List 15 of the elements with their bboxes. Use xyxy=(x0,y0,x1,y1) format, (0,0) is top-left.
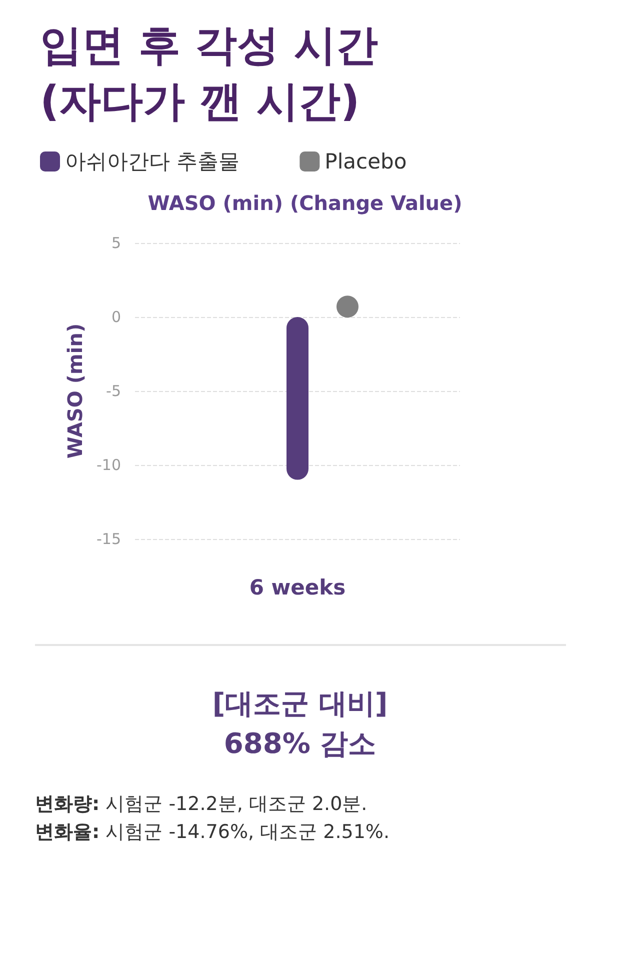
chart-title: 입면 후 각성 시간 (자다가 깬 시간) xyxy=(40,20,378,126)
y-axis-title: WASO (min) xyxy=(63,323,87,459)
text: 변화량: 시험군 -12.2분, 대조군 2.0분. xyxy=(35,792,368,817)
text: 688% 감소 xyxy=(222,726,378,762)
x-tick-label: 6 weeks xyxy=(249,576,346,600)
y-tick-label: 0 xyxy=(111,308,121,326)
y-tick-label: 5 xyxy=(111,234,121,252)
y-tick-label: -15 xyxy=(96,530,121,548)
y-tick-label: -10 xyxy=(96,456,121,474)
y-tick-label: -5 xyxy=(106,382,121,400)
chart-subtitle: WASO (min) (Change Value) xyxy=(148,191,462,215)
text: [대조군 대비] xyxy=(211,686,389,722)
legend-label: Placebo xyxy=(324,150,407,174)
text: 변화율: 시험군 -14.76%, 대조군 2.51%. xyxy=(35,820,390,845)
legend-label: 아쉬아간다 추출물 xyxy=(65,150,240,174)
